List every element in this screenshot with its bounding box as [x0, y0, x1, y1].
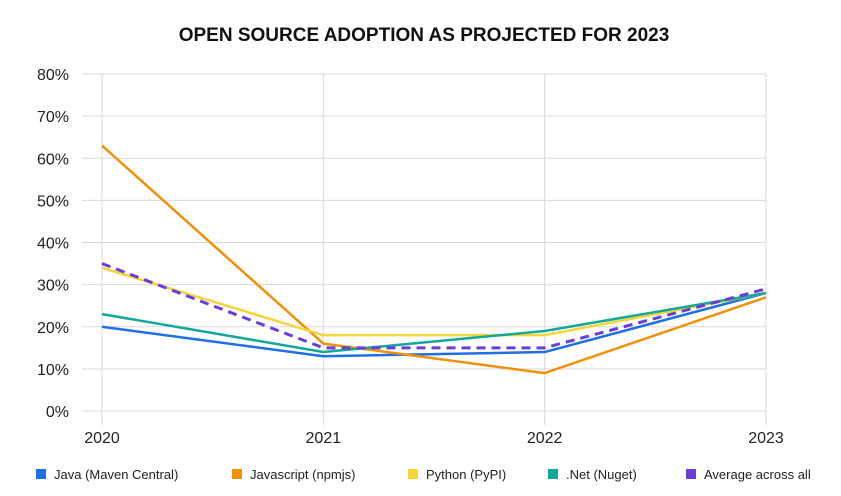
legend-item: .Net (Nuget): [548, 467, 637, 482]
legend: Java (Maven Central) Javascript (npmjs) Py…: [36, 467, 811, 482]
y-tick-label: 70%: [37, 109, 69, 126]
grid: [82, 73, 767, 425]
legend-label: Java (Maven Central): [54, 467, 178, 482]
legend-swatch: [36, 469, 46, 479]
legend-swatch: [408, 469, 418, 479]
y-tick-label: 0%: [46, 404, 69, 421]
y-tick-label: 30%: [37, 278, 69, 295]
chart-title: OPEN SOURCE ADOPTION AS PROJECTED FOR 20…: [179, 25, 670, 46]
legend-label: Average across all: [704, 467, 811, 482]
x-tick-label: 2022: [527, 430, 563, 447]
y-tick-label: 50%: [37, 193, 69, 210]
series-line: [101, 266, 767, 337]
series-line: [101, 291, 767, 358]
y-tick-label: 80%: [37, 67, 69, 84]
series-line: [101, 291, 767, 354]
legend-swatch: [548, 469, 558, 479]
y-tick-label: 10%: [37, 362, 69, 379]
legend-item: Javascript (npmjs): [232, 467, 355, 482]
y-axis-ticks: 0% 10% 20% 30% 40% 50% 60% 70% 80%: [37, 67, 69, 421]
y-tick-label: 60%: [37, 151, 69, 168]
x-axis-ticks: 2020 2021 2022 2023: [84, 430, 784, 447]
y-tick-label: 20%: [37, 320, 69, 337]
series-line: [101, 144, 767, 375]
x-tick-label: 2020: [84, 430, 120, 447]
series-line: [101, 262, 767, 350]
x-tick-label: 2021: [306, 430, 342, 447]
legend-label: Javascript (npmjs): [250, 467, 355, 482]
legend-swatch: [686, 469, 696, 479]
legend-item: Python (PyPI): [408, 467, 506, 482]
legend-swatch: [232, 469, 242, 479]
legend-item: Java (Maven Central): [36, 467, 178, 482]
legend-item: Average across all: [686, 467, 811, 482]
y-tick-label: 40%: [37, 236, 69, 253]
series-lines: [101, 144, 767, 375]
legend-label: Python (PyPI): [426, 467, 506, 482]
legend-label: .Net (Nuget): [566, 467, 637, 482]
x-tick-label: 2023: [748, 430, 784, 447]
